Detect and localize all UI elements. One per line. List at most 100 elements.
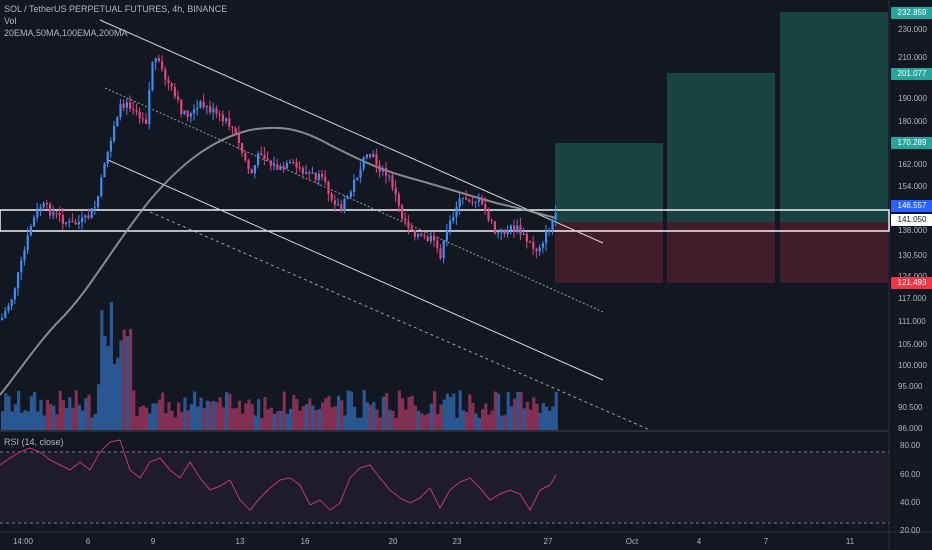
volume-label[interactable]: Vol: [4, 16, 17, 26]
candle-body[interactable]: [423, 235, 426, 237]
candle-body[interactable]: [45, 203, 48, 205]
symbol-title[interactable]: SOL / TetherUS PERPETUAL FUTURES, 4h, BI…: [4, 4, 228, 14]
candle-body[interactable]: [100, 177, 103, 196]
candle-body[interactable]: [353, 179, 356, 192]
candle-body[interactable]: [228, 118, 231, 127]
candle-body[interactable]: [84, 215, 87, 218]
candle-body[interactable]: [36, 209, 39, 218]
candle-body[interactable]: [199, 101, 202, 108]
candle-body[interactable]: [282, 165, 285, 169]
candle-body[interactable]: [7, 306, 10, 312]
candle-body[interactable]: [106, 151, 109, 164]
candle-body[interactable]: [279, 165, 282, 170]
candle-body[interactable]: [61, 215, 64, 224]
candle-body[interactable]: [516, 225, 519, 232]
candle-body[interactable]: [468, 199, 471, 202]
candle-body[interactable]: [359, 168, 362, 178]
candle-body[interactable]: [493, 221, 496, 234]
candle-body[interactable]: [452, 217, 455, 221]
candle-body[interactable]: [301, 167, 304, 174]
candle-body[interactable]: [458, 198, 461, 207]
candle-body[interactable]: [490, 220, 493, 222]
candle-body[interactable]: [122, 103, 125, 108]
candle-body[interactable]: [465, 197, 468, 200]
candle-body[interactable]: [375, 154, 378, 166]
candle-body[interactable]: [401, 205, 404, 219]
candle-body[interactable]: [145, 119, 148, 124]
candle-body[interactable]: [13, 288, 16, 300]
candle-body[interactable]: [183, 110, 186, 115]
candle-body[interactable]: [532, 241, 535, 249]
candle-body[interactable]: [324, 176, 327, 182]
moving-average-line[interactable]: [0, 126, 557, 396]
candle-body[interactable]: [253, 165, 256, 174]
candle-body[interactable]: [327, 181, 330, 194]
candle-body[interactable]: [221, 114, 224, 122]
candle-body[interactable]: [273, 164, 276, 166]
candle-body[interactable]: [378, 165, 381, 172]
loss-zone-3[interactable]: [780, 222, 888, 283]
rsi-title[interactable]: RSI (14, close): [4, 437, 64, 447]
candle-body[interactable]: [234, 127, 237, 134]
candle-body[interactable]: [503, 229, 506, 235]
candle-body[interactable]: [305, 172, 308, 174]
candle-body[interactable]: [365, 154, 368, 158]
indicators-label[interactable]: 20EMA,50MA,100EMA,200MA: [4, 28, 128, 38]
candle-body[interactable]: [68, 220, 71, 223]
candle-body[interactable]: [205, 106, 208, 108]
profit-zone-3[interactable]: [780, 12, 888, 222]
candle-body[interactable]: [17, 272, 20, 289]
candle-body[interactable]: [484, 204, 487, 211]
candle-body[interactable]: [247, 160, 250, 170]
candle-body[interactable]: [39, 207, 42, 210]
candle-body[interactable]: [298, 167, 301, 169]
candle-body[interactable]: [525, 233, 528, 242]
candle-body[interactable]: [417, 233, 420, 237]
candle-body[interactable]: [170, 83, 173, 88]
candle-body[interactable]: [154, 58, 157, 63]
candle-body[interactable]: [311, 172, 314, 174]
candle-body[interactable]: [93, 207, 96, 209]
candle-body[interactable]: [49, 204, 52, 216]
candle-body[interactable]: [285, 162, 288, 169]
candle-body[interactable]: [77, 221, 80, 225]
candle-body[interactable]: [116, 117, 119, 127]
candle-body[interactable]: [135, 110, 138, 112]
candle-body[interactable]: [180, 99, 183, 115]
candle-body[interactable]: [58, 212, 61, 216]
candle-body[interactable]: [317, 173, 320, 180]
candle-body[interactable]: [497, 232, 500, 234]
candle-body[interactable]: [173, 87, 176, 97]
price-tag-label[interactable]: 121.493: [891, 277, 932, 289]
candle-body[interactable]: [237, 133, 240, 143]
candle-body[interactable]: [263, 154, 266, 159]
loss-zone-1[interactable]: [555, 222, 663, 283]
candle-body[interactable]: [321, 173, 324, 177]
candle-body[interactable]: [167, 79, 170, 84]
candle-body[interactable]: [215, 108, 218, 114]
candle-body[interactable]: [487, 210, 490, 221]
rsi-axis[interactable]: 80.00 60.00 40.00 20.00: [900, 441, 921, 535]
candle-body[interactable]: [330, 193, 333, 201]
candle-body[interactable]: [404, 218, 407, 222]
candle-body[interactable]: [529, 241, 532, 243]
candle-body[interactable]: [349, 191, 352, 197]
candle-body[interactable]: [125, 102, 128, 108]
candle-body[interactable]: [292, 161, 295, 163]
candle-body[interactable]: [369, 154, 372, 158]
channel-upper-line[interactable]: [99, 19, 604, 244]
candle-body[interactable]: [455, 206, 458, 218]
candle-body[interactable]: [420, 233, 423, 236]
candle-body[interactable]: [196, 107, 199, 110]
candle-body[interactable]: [189, 113, 192, 117]
candle-body[interactable]: [81, 217, 84, 222]
candle-body[interactable]: [52, 212, 55, 216]
candle-body[interactable]: [23, 250, 26, 261]
candle-body[interactable]: [449, 220, 452, 231]
candle-body[interactable]: [193, 109, 196, 114]
candle-body[interactable]: [103, 163, 106, 178]
candle-body[interactable]: [177, 96, 180, 100]
candle-body[interactable]: [442, 240, 445, 259]
candle-body[interactable]: [132, 108, 135, 111]
candle-body[interactable]: [29, 226, 32, 236]
